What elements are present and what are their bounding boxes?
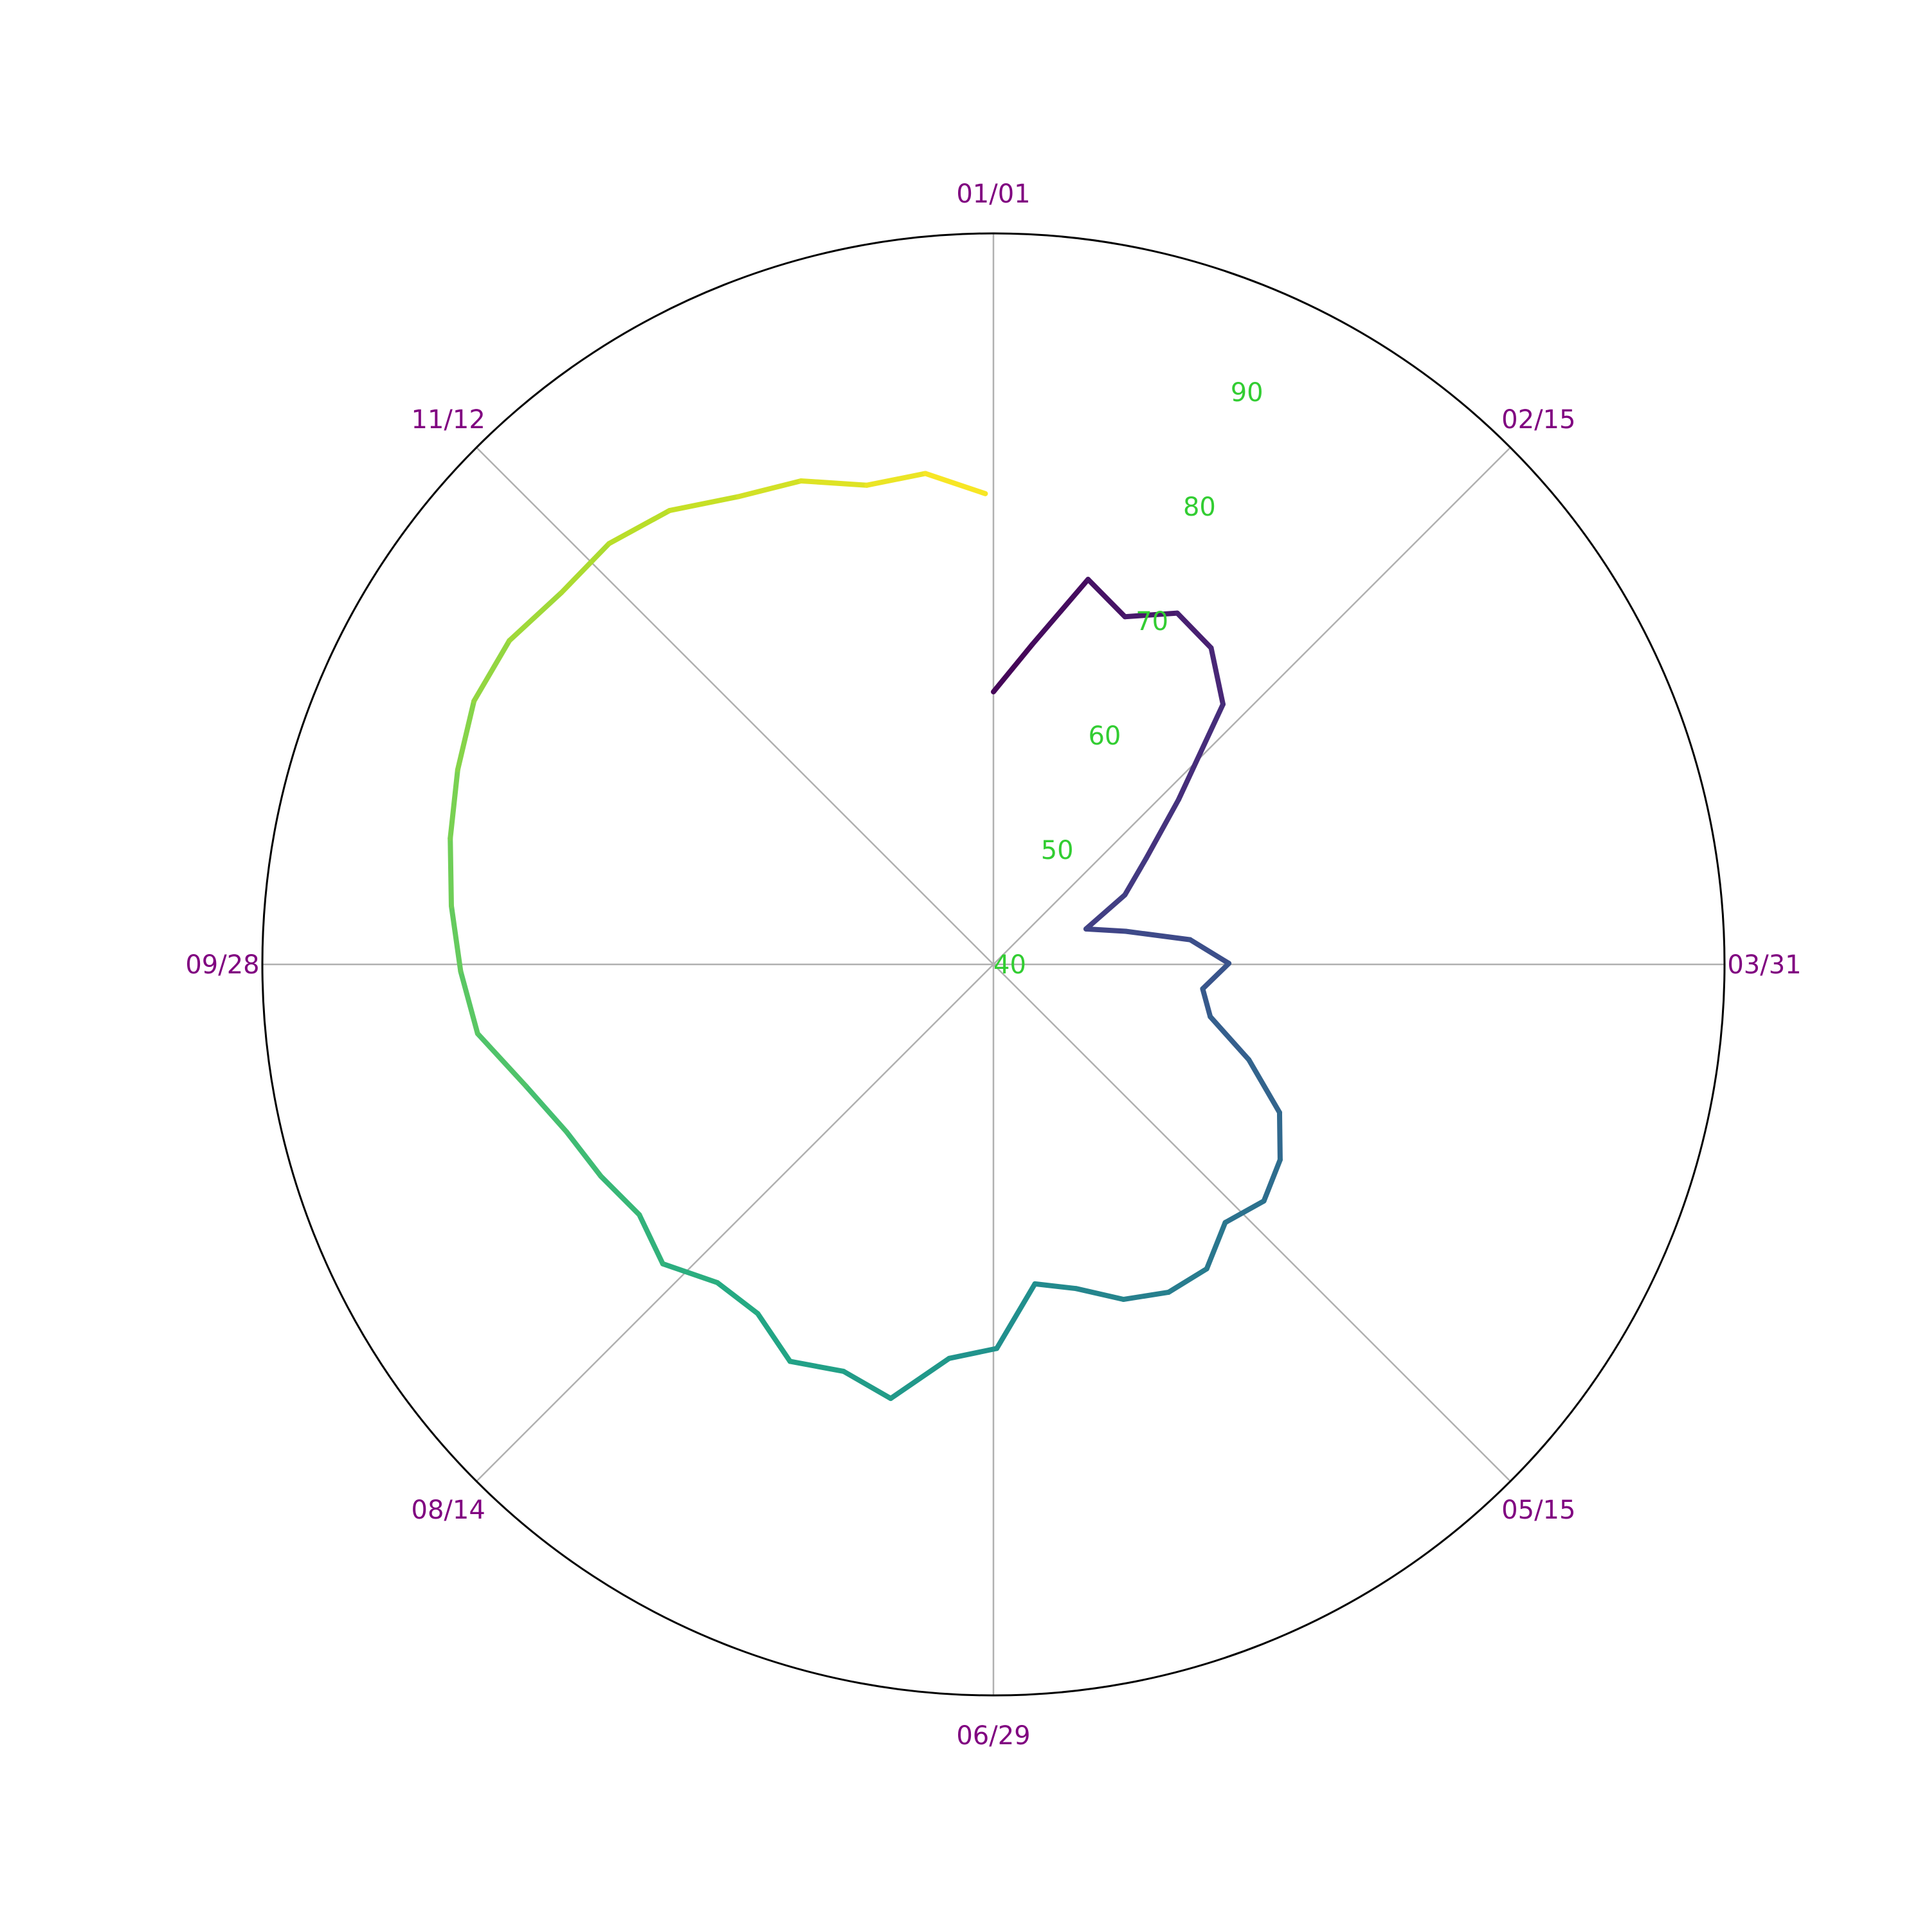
series-segment xyxy=(923,471,988,496)
series-segment xyxy=(1083,892,1128,932)
series-segment xyxy=(1246,1057,1282,1115)
series-segment xyxy=(448,767,460,841)
series-layer xyxy=(448,471,1283,1402)
angle-tick-label-09-28: 09/28 xyxy=(185,950,259,980)
series-segment xyxy=(1175,701,1226,802)
label-layer: 01/01 02/15 03/31 05/15 06/29 08/14 09/28 11/12… xyxy=(185,179,1801,1751)
angle-tick-label-02-15: 02/15 xyxy=(1501,405,1575,435)
series-segment xyxy=(946,1346,1000,1361)
series-segment xyxy=(736,478,804,500)
radial-tick-label-60: 60 xyxy=(1088,721,1121,751)
series-segment xyxy=(840,1368,894,1402)
radial-tick-label-90: 90 xyxy=(1231,378,1263,408)
series-segment xyxy=(1029,577,1091,647)
series-segment xyxy=(1174,610,1214,651)
series-segment xyxy=(714,1280,761,1317)
angle-gridline-11-12 xyxy=(476,447,994,965)
series-segment xyxy=(1204,1220,1228,1272)
series-segment xyxy=(667,494,741,514)
series-segment xyxy=(448,835,454,908)
angle-tick-label-06-29: 06/29 xyxy=(956,1721,1030,1751)
series-segment xyxy=(637,1212,666,1267)
series-segment xyxy=(1032,1281,1079,1292)
series-segment xyxy=(1123,928,1193,943)
angle-tick-label-03-31: 03/31 xyxy=(1727,950,1801,980)
angle-gridline-05-15 xyxy=(993,964,1511,1482)
series-segment xyxy=(1073,1286,1127,1303)
radial-tick-label-40: 40 xyxy=(993,950,1026,980)
series-segment xyxy=(1208,645,1226,707)
series-segment xyxy=(523,1083,570,1135)
series-segment xyxy=(598,1173,642,1218)
series-segment xyxy=(1200,961,1232,991)
series-segment xyxy=(864,471,928,488)
series-segment xyxy=(558,541,612,596)
series-segment xyxy=(1121,1289,1172,1303)
series-segment xyxy=(1166,1266,1209,1295)
angle-tick-label-05-15: 05/15 xyxy=(1501,1495,1575,1525)
series-segment xyxy=(1122,610,1180,620)
series-segment xyxy=(564,1129,604,1179)
series-segment xyxy=(458,968,480,1036)
radial-tick-label-50: 50 xyxy=(1041,836,1074,865)
series-segment xyxy=(991,642,1035,695)
angle-tick-label-01-01: 01/01 xyxy=(956,179,1030,209)
series-segment xyxy=(455,698,477,773)
angle-tick-label-08-14: 08/14 xyxy=(412,1495,485,1525)
series-segment xyxy=(471,638,512,704)
series-segment xyxy=(1122,856,1149,898)
series-segment xyxy=(1143,797,1181,862)
series-segment xyxy=(1085,577,1128,620)
series-segment xyxy=(1187,937,1232,966)
series-segment xyxy=(660,1261,720,1286)
series-segment xyxy=(1261,1157,1283,1204)
series-segment xyxy=(1222,1198,1267,1225)
angle-tick-label-11-12: 11/12 xyxy=(412,405,485,435)
outer-circle xyxy=(261,232,1726,1697)
series-segment xyxy=(1200,986,1213,1020)
series-segment xyxy=(448,903,464,974)
radial-tick-label-80: 80 xyxy=(1183,492,1216,522)
angle-gridline-02-15 xyxy=(993,447,1511,965)
series-segment xyxy=(507,590,564,644)
series-segment xyxy=(994,1281,1038,1351)
series-segment xyxy=(755,1311,793,1364)
series-segment xyxy=(787,1359,846,1374)
radial-tick-label-70: 70 xyxy=(1136,607,1168,636)
grid-layer xyxy=(261,232,1726,1697)
series-segment xyxy=(1208,1014,1252,1063)
series-segment xyxy=(798,478,870,488)
series-segment xyxy=(1083,926,1128,934)
series-segment xyxy=(888,1355,952,1402)
angle-gridline-08-14 xyxy=(476,964,994,1482)
series-segment xyxy=(475,1031,529,1088)
series-segment xyxy=(606,508,673,546)
